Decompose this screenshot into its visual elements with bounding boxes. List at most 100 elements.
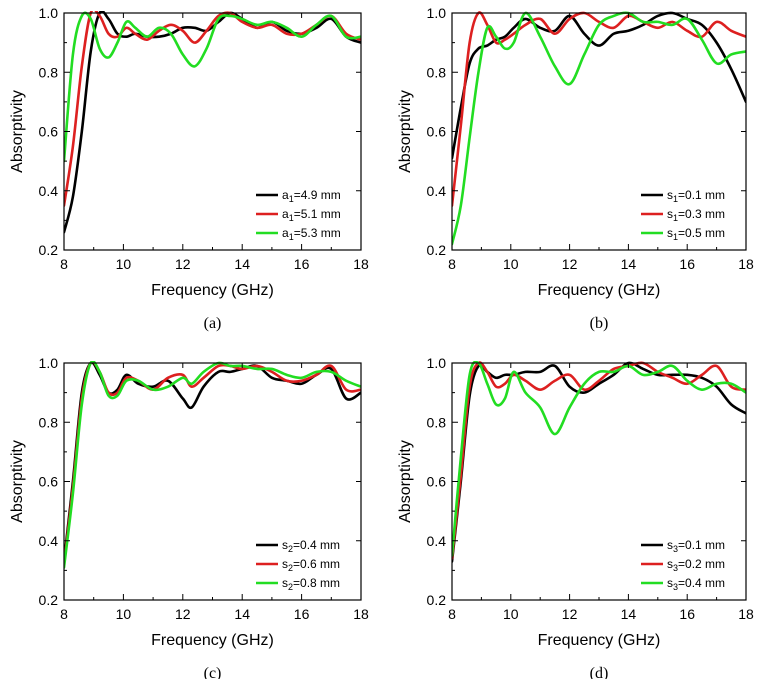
chart-panel-c: 8 10 12 14 16 18 0.2 0.4 0.6 0.8 1.0 Frequency (GHz… bbox=[9, 355, 369, 679]
legend-subscript: 1 bbox=[289, 213, 294, 223]
y-tick-label: 0.4 bbox=[427, 533, 447, 549]
x-tick-label: 10 bbox=[116, 606, 132, 622]
y-tick-label: 0.6 bbox=[427, 474, 447, 490]
series-line-s1-0.5 bbox=[452, 11, 746, 246]
x-tick-label: 18 bbox=[353, 256, 369, 272]
y-tick-label: 1.0 bbox=[39, 355, 59, 371]
series-line-s2-0.4 bbox=[64, 361, 361, 563]
legend-base: a bbox=[282, 226, 289, 240]
y-tick-label: 0.4 bbox=[39, 533, 59, 549]
x-tick-label: 12 bbox=[175, 256, 191, 272]
legend-rest: =0.6 mm bbox=[293, 557, 340, 571]
y-axis-label: Absorptivity bbox=[9, 440, 26, 523]
x-tick-label: 8 bbox=[60, 606, 68, 622]
y-tick-label: 0.8 bbox=[39, 64, 59, 80]
x-tick-label: 8 bbox=[60, 256, 68, 272]
series-line-s2-0.8 bbox=[64, 361, 361, 569]
legend-rest: =5.1 mm bbox=[294, 207, 341, 221]
series-line-s3-0.4 bbox=[452, 361, 746, 557]
legend-base: s bbox=[282, 557, 288, 571]
y-tick-label: 0.2 bbox=[427, 592, 447, 608]
series-group bbox=[64, 361, 361, 569]
x-tick-label: 16 bbox=[294, 256, 310, 272]
legend-rest: =0.3 mm bbox=[678, 207, 725, 221]
series-line-a1-5.3 bbox=[64, 11, 361, 163]
legend-entry: a1=5.3 mm bbox=[282, 226, 341, 242]
x-axis-label: Frequency (GHz) bbox=[151, 282, 274, 299]
x-tick-label: 14 bbox=[234, 606, 250, 622]
x-tick-label: 16 bbox=[294, 606, 310, 622]
series-line-s1-0.3 bbox=[452, 11, 746, 207]
series-line-s2-0.6 bbox=[64, 361, 361, 566]
x-tick-label: 10 bbox=[116, 256, 132, 272]
panel-label: (a) bbox=[204, 315, 222, 332]
legend-rest: =0.8 mm bbox=[293, 576, 340, 590]
x-tick-label: 16 bbox=[679, 256, 695, 272]
panel-label: (d) bbox=[590, 665, 609, 679]
legend-subscript: 1 bbox=[289, 194, 294, 204]
series-group bbox=[452, 361, 746, 563]
x-tick-label: 12 bbox=[562, 606, 578, 622]
legend-rest: =0.1 mm bbox=[678, 188, 725, 202]
legend-base: s bbox=[667, 188, 673, 202]
legend-entry: s2=0.6 mm bbox=[282, 557, 340, 573]
x-axis-label: Frequency (GHz) bbox=[538, 282, 661, 299]
series-line-a1-5.1 bbox=[64, 11, 361, 207]
legend-rest: =0.4 mm bbox=[678, 576, 725, 590]
legend-base: s bbox=[667, 538, 673, 552]
x-tick-label: 14 bbox=[234, 256, 250, 272]
y-tick-label: 0.6 bbox=[39, 474, 59, 490]
legend-entry: a1=4.9 mm bbox=[282, 188, 341, 204]
x-tick-label: 14 bbox=[621, 256, 637, 272]
legend-entry: s1=0.1 mm bbox=[667, 188, 725, 204]
legend-base: s bbox=[282, 576, 288, 590]
legend-rest: =0.1 mm bbox=[678, 538, 725, 552]
legend-rest: =0.4 mm bbox=[293, 538, 340, 552]
y-tick-label: 0.6 bbox=[39, 124, 59, 140]
legend-base: s bbox=[667, 557, 673, 571]
legend-subscript: 1 bbox=[289, 232, 294, 242]
chart-panel-d: 8 10 12 14 16 18 0.2 0.4 0.6 0.8 1.0 Frequency (GHz… bbox=[397, 355, 754, 679]
y-tick-label: 0.4 bbox=[39, 183, 59, 199]
x-tick-label: 14 bbox=[621, 606, 637, 622]
y-tick-label: 0.8 bbox=[39, 414, 59, 430]
legend-base: a bbox=[282, 188, 289, 202]
x-tick-label: 10 bbox=[503, 606, 519, 622]
legend-entry: a1=5.1 mm bbox=[282, 207, 341, 223]
legend-subscript: 3 bbox=[673, 544, 678, 554]
legend-rest: =0.5 mm bbox=[678, 226, 725, 240]
x-tick-label: 18 bbox=[738, 606, 754, 622]
y-tick-label: 1.0 bbox=[427, 5, 447, 21]
legend-entry: s2=0.4 mm bbox=[282, 538, 340, 554]
y-tick-label: 0.6 bbox=[427, 124, 447, 140]
legend-rest: =0.2 mm bbox=[678, 557, 725, 571]
legend-entry: s3=0.4 mm bbox=[667, 576, 725, 592]
y-axis-label: Absorptivity bbox=[397, 90, 414, 173]
legend-subscript: 1 bbox=[673, 194, 678, 204]
legend-base: s bbox=[667, 207, 673, 221]
legend-subscript: 1 bbox=[673, 232, 678, 242]
legend-entry: s1=0.3 mm bbox=[667, 207, 725, 223]
x-tick-label: 10 bbox=[503, 256, 519, 272]
y-tick-label: 0.2 bbox=[427, 242, 447, 258]
legend-rest: =5.3 mm bbox=[294, 226, 341, 240]
series-line-s3-0.1 bbox=[452, 361, 746, 563]
chart-panel-b: 8 10 12 14 16 18 0.2 0.4 0.6 0.8 1.0 Frequency (GHz… bbox=[397, 5, 754, 332]
x-tick-label: 12 bbox=[175, 606, 191, 622]
legend-entry: s2=0.8 mm bbox=[282, 576, 340, 592]
y-tick-label: 0.2 bbox=[39, 242, 59, 258]
legend-subscript: 1 bbox=[673, 213, 678, 223]
legend-base: a bbox=[282, 207, 289, 221]
legend-subscript: 2 bbox=[288, 582, 293, 592]
legend-subscript: 2 bbox=[288, 544, 293, 554]
legend-base: s bbox=[282, 538, 288, 552]
x-tick-label: 18 bbox=[738, 256, 754, 272]
series-line-s3-0.2 bbox=[452, 361, 746, 560]
x-axis-label: Frequency (GHz) bbox=[538, 632, 661, 649]
panel-label: (b) bbox=[590, 315, 609, 332]
legend-entry: s3=0.1 mm bbox=[667, 538, 725, 554]
x-tick-label: 18 bbox=[353, 606, 369, 622]
series-group bbox=[452, 11, 746, 246]
legend-subscript: 2 bbox=[288, 563, 293, 573]
